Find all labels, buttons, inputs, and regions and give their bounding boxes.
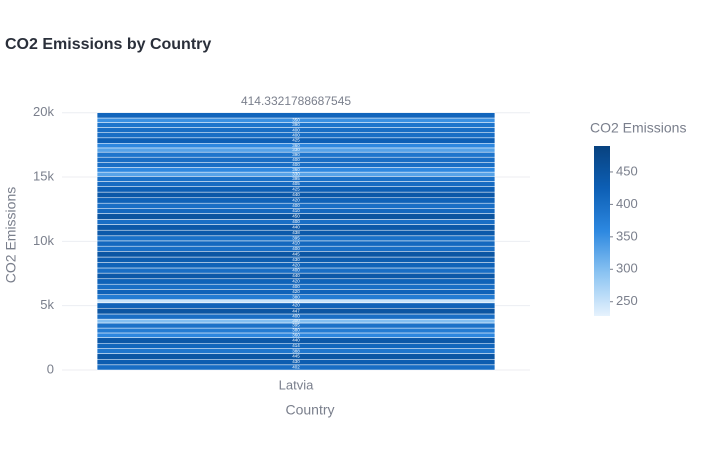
data-label: 405 xyxy=(292,181,300,186)
x-axis-title: Country xyxy=(285,402,334,418)
data-label: 360 xyxy=(292,332,300,337)
data-label: 400 xyxy=(292,246,300,251)
data-label: 445 xyxy=(292,251,300,256)
colorbar-tick-label: 400 xyxy=(616,196,638,211)
data-label: 420 xyxy=(292,303,300,308)
data-label: 410 xyxy=(292,208,300,213)
data-label: 400 xyxy=(292,284,300,289)
data-label: 420 xyxy=(292,289,300,294)
data-label: 300 xyxy=(292,318,300,323)
y-tick-label: 5k xyxy=(40,297,54,312)
data-label: 440 xyxy=(292,225,300,230)
y-tick-label: 0 xyxy=(47,361,54,376)
data-label: 380 xyxy=(292,294,300,299)
colorbar-tick-label: 450 xyxy=(616,163,638,178)
colorbar-title: CO2 Emissions xyxy=(590,120,686,136)
data-label: 390 xyxy=(292,122,300,127)
colorbar-tick-label: 300 xyxy=(616,261,638,276)
data-label: 420 xyxy=(292,262,300,267)
bar-segment xyxy=(96,112,496,119)
y-tick-label: 10k xyxy=(33,233,54,248)
data-label: 414 xyxy=(292,343,300,348)
data-label: 395 xyxy=(292,176,300,181)
data-label: 330 xyxy=(292,147,300,152)
data-label: 400 xyxy=(292,314,300,319)
data-label: 438 xyxy=(292,230,300,235)
data-label: 420 xyxy=(292,198,300,203)
colorbar xyxy=(594,146,610,316)
data-label: 400 xyxy=(292,127,300,132)
chart-title: CO2 Emissions by Country xyxy=(5,36,211,53)
data-label: 440 xyxy=(292,273,300,278)
y-tick-label: 20k xyxy=(33,104,54,119)
data-label: 390 xyxy=(292,152,300,157)
data-label: 395 xyxy=(292,236,300,241)
colorbar-tick-label: 350 xyxy=(616,228,638,243)
data-label: 400 xyxy=(292,203,300,208)
data-label: 450 xyxy=(292,214,300,219)
data-label: 430 xyxy=(292,257,300,262)
data-label: 425 xyxy=(292,187,300,192)
data-label: 380 xyxy=(292,328,300,333)
data-label: 400 xyxy=(292,268,300,273)
data-label: 388 xyxy=(292,348,300,353)
y-tick-label: 15k xyxy=(33,168,54,183)
data-label: 420 xyxy=(292,279,300,284)
data-label: 447 xyxy=(292,308,300,313)
data-label: 402 xyxy=(292,365,300,370)
data-label: 400 xyxy=(292,162,300,167)
data-label: 430 xyxy=(292,359,300,364)
data-label: 360 xyxy=(292,167,300,172)
data-label: 360 xyxy=(292,143,300,148)
data-label: 400 xyxy=(292,132,300,137)
data-label: 425 xyxy=(292,138,300,143)
y-axis-title: CO2 Emissions xyxy=(3,187,19,283)
data-label: 414.3321788687545 xyxy=(241,94,351,108)
data-label: 440 xyxy=(292,192,300,197)
data-label: 250 xyxy=(292,298,300,303)
colorbar-tick-label: 250 xyxy=(616,293,638,308)
data-label: 440 xyxy=(292,338,300,343)
data-label: 400 xyxy=(292,219,300,224)
data-label: 445 xyxy=(292,354,300,359)
x-tick-label: Latvia xyxy=(279,377,314,392)
data-label: 410 xyxy=(292,241,300,246)
data-label: 395 xyxy=(292,323,300,328)
data-label: 330 xyxy=(292,171,300,176)
data-label: 400 xyxy=(292,157,300,162)
data-label: 350 xyxy=(292,117,300,122)
